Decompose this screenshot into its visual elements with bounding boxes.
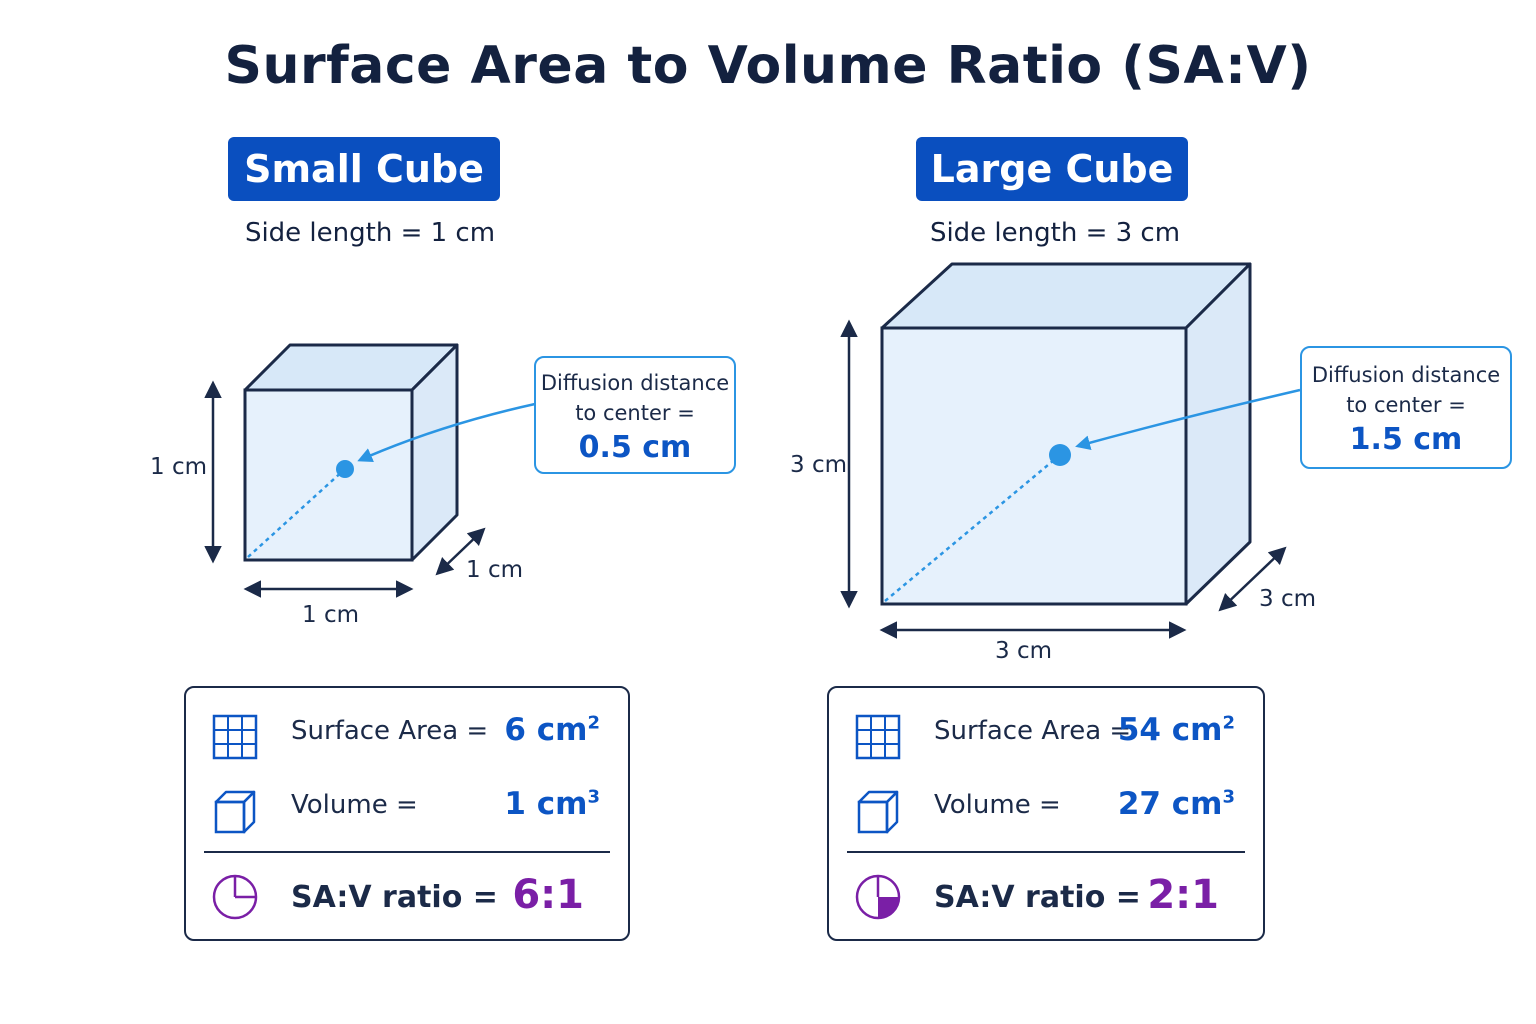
- small-stats-card: Surface Area = 6 cm2 Volume = 1 cm3 SA:V…: [184, 686, 630, 941]
- large-callout-line2: to center =: [1346, 393, 1466, 417]
- large-stats-card: Surface Area = 54 cm2 Volume = 27 cm3 SA…: [827, 686, 1265, 941]
- small-callout-value: 0.5 cm: [578, 430, 692, 465]
- large-depth-label: 3 cm: [1259, 586, 1316, 612]
- grid-icon: [212, 714, 258, 760]
- large-ratio-value: 2:1: [1147, 872, 1219, 918]
- large-volume-row: Volume = 27 cm3: [829, 780, 1263, 840]
- large-width-label: 3 cm: [995, 638, 1052, 664]
- large-sa-label: Surface Area =: [934, 716, 1132, 746]
- large-center-dot: [1049, 444, 1071, 466]
- small-side-length: Side length = 1 cm: [244, 218, 496, 248]
- small-center-dot: [336, 460, 354, 478]
- cube-icon: [857, 790, 899, 834]
- large-callout-value: 1.5 cm: [1349, 422, 1463, 457]
- small-card-divider: [204, 851, 610, 853]
- small-volume-value: 1 cm3: [504, 786, 600, 822]
- large-sa-row: Surface Area = 54 cm2: [829, 706, 1263, 766]
- large-cube-badge: Large Cube: [916, 137, 1188, 201]
- large-diffusion-callout: Diffusion distance to center = 1.5 cm: [1300, 346, 1512, 469]
- small-ratio-label: SA:V ratio =: [291, 880, 498, 915]
- large-callout-line1: Diffusion distance: [1311, 363, 1501, 387]
- small-diffusion-callout: Diffusion distance to center = 0.5 cm: [534, 356, 736, 474]
- small-depth-arrow: [435, 527, 486, 576]
- small-sa-row: Surface Area = 6 cm2: [186, 706, 628, 766]
- small-width-label: 1 cm: [302, 602, 359, 628]
- small-sa-value: 6 cm2: [504, 712, 600, 748]
- large-sa-value: 54 cm2: [1117, 712, 1235, 748]
- large-volume-label: Volume =: [934, 790, 1061, 820]
- small-cube: [243, 343, 536, 562]
- small-cube-badge: Small Cube: [228, 137, 500, 201]
- large-side-length: Side length = 3 cm: [929, 218, 1181, 248]
- grid-icon: [855, 714, 901, 760]
- small-ratio-row: SA:V ratio = 6:1: [186, 866, 628, 926]
- small-volume-row: Volume = 1 cm3: [186, 780, 628, 840]
- large-ratio-label: SA:V ratio =: [934, 880, 1141, 915]
- page-title: Surface Area to Volume Ratio (SA:V): [224, 36, 1312, 96]
- small-sa-label: Surface Area =: [291, 716, 489, 746]
- small-height-label: 1 cm: [150, 454, 207, 480]
- large-depth-arrow: [1218, 546, 1287, 612]
- cube-icon: [214, 790, 256, 834]
- small-depth-label: 1 cm: [466, 557, 523, 583]
- small-volume-label: Volume =: [291, 790, 418, 820]
- large-height-label: 3 cm: [790, 452, 847, 478]
- large-cube: [880, 262, 1301, 606]
- pie-chart-icon: [212, 874, 258, 920]
- large-card-divider: [847, 851, 1245, 853]
- small-callout-line1: Diffusion distance: [540, 371, 730, 395]
- pie-chart-icon: [855, 874, 901, 920]
- small-callout-line2: to center =: [575, 401, 695, 425]
- small-ratio-value: 6:1: [512, 872, 584, 918]
- large-volume-value: 27 cm3: [1117, 786, 1235, 822]
- large-ratio-row: SA:V ratio = 2:1: [829, 866, 1263, 926]
